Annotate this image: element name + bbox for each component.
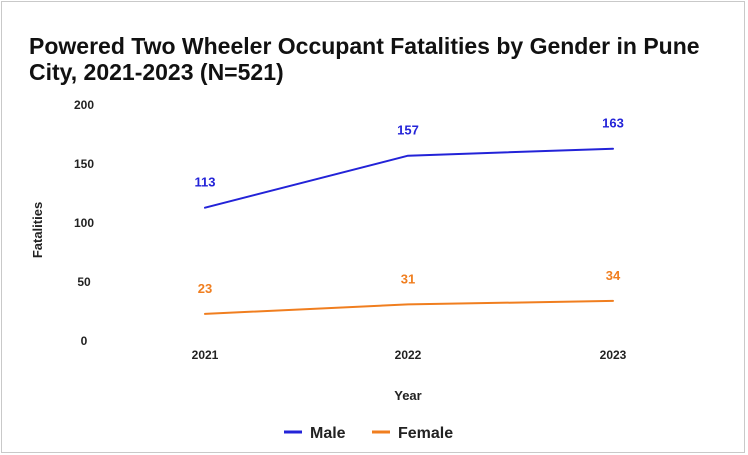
y-tick-label: 200 xyxy=(74,98,94,112)
legend-label-female: Female xyxy=(398,425,453,442)
series-line-male xyxy=(204,147,614,209)
series-line-female xyxy=(204,299,614,315)
y-axis-label: Fatalities xyxy=(30,202,45,258)
x-axis-label: Year xyxy=(394,388,421,403)
x-tick-label: 2023 xyxy=(600,348,627,362)
y-tick-label: 0 xyxy=(81,334,88,348)
chart-title: Powered Two Wheeler Occupant Fatalities … xyxy=(29,33,700,85)
series-lines xyxy=(204,147,614,315)
y-tick-label: 100 xyxy=(74,216,94,230)
data-label-female: 23 xyxy=(198,281,212,296)
x-tick-label: 2022 xyxy=(395,348,422,362)
y-tick-label: 50 xyxy=(77,275,91,289)
data-label-female: 31 xyxy=(401,271,415,286)
data-label-female: 34 xyxy=(606,268,621,283)
y-tick-label: 150 xyxy=(74,157,94,171)
data-label-male: 163 xyxy=(602,116,624,131)
x-axis-ticks: 2021 2022 2023 xyxy=(192,348,627,362)
x-tick-label: 2021 xyxy=(192,348,219,362)
data-labels: 113 157 163 23 31 34 xyxy=(195,116,624,296)
data-label-male: 157 xyxy=(397,123,419,138)
data-label-male: 113 xyxy=(195,175,216,190)
legend: Male Female xyxy=(284,425,453,442)
legend-label-male: Male xyxy=(310,425,346,442)
y-axis-ticks: 0 50 100 150 200 xyxy=(74,98,94,348)
